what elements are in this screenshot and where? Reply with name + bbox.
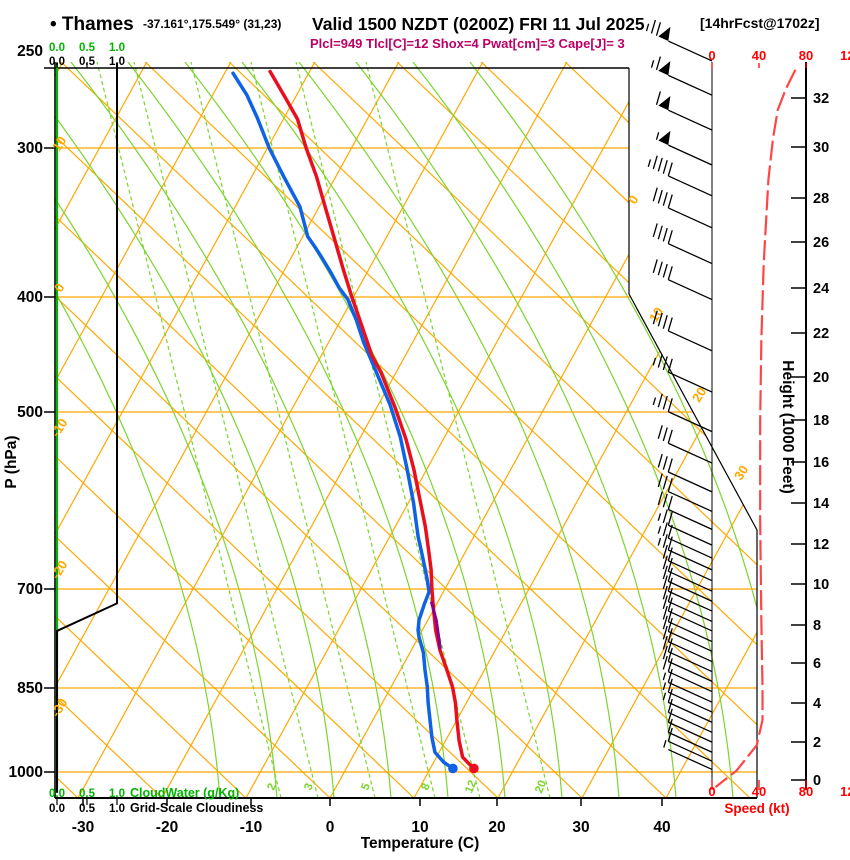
svg-text:-20: -20 xyxy=(156,819,178,836)
svg-text:3: 3 xyxy=(302,782,316,792)
svg-text:20: 20 xyxy=(533,779,549,795)
svg-text:14: 14 xyxy=(813,496,829,512)
svg-text:300: 300 xyxy=(17,140,43,157)
temperature-axis-title: Temperature (C) xyxy=(361,835,480,852)
svg-text:-10: -10 xyxy=(48,416,71,440)
svg-text:40: 40 xyxy=(752,48,766,63)
sounding-indices: Plcl=949 Tlcl[C]=12 Shox=4 Pwat[cm]=3 Ca… xyxy=(310,36,625,51)
cloud-scale-axis: 0.0 0.0 0.0 0.0 0.5 0.5 0.5 0.5 1.0 1.0 1.0 1.0 xyxy=(49,42,125,815)
svg-text:0.5: 0.5 xyxy=(79,56,96,68)
plot-frame xyxy=(54,62,758,799)
station-name: • Thames xyxy=(50,14,134,35)
svg-text:20: 20 xyxy=(488,819,505,836)
svg-text:8: 8 xyxy=(813,618,821,634)
svg-text:1.0: 1.0 xyxy=(109,56,125,68)
svg-text:0: 0 xyxy=(326,819,335,836)
svg-text:-10: -10 xyxy=(240,819,262,836)
station-coordinates: -37.161°,175.549° (31,23) xyxy=(143,17,281,31)
svg-text:1.0: 1.0 xyxy=(109,803,125,815)
svg-text:0.5: 0.5 xyxy=(79,803,96,815)
svg-text:30: 30 xyxy=(731,463,751,483)
svg-text:0.5: 0.5 xyxy=(79,788,96,800)
svg-text:120: 120 xyxy=(840,48,850,63)
cloudwater-axis-title: CloudWater (g/Kg) xyxy=(130,786,239,800)
surface-dewpoint-dot xyxy=(448,763,458,774)
valid-time-title: Valid 1500 NZDT (0200Z) FRI 11 Jul 2025 xyxy=(312,14,645,34)
svg-text:24: 24 xyxy=(813,281,829,297)
svg-text:1000: 1000 xyxy=(9,764,43,781)
cloudiness-axis-title: Grid-Scale Cloudiness xyxy=(130,801,263,815)
svg-text:2: 2 xyxy=(813,735,821,751)
svg-text:18: 18 xyxy=(813,413,829,429)
svg-text:1.0: 1.0 xyxy=(109,42,125,54)
svg-text:30: 30 xyxy=(813,140,829,156)
svg-text:80: 80 xyxy=(799,48,813,63)
svg-text:28: 28 xyxy=(813,191,829,207)
svg-text:1.0: 1.0 xyxy=(109,788,125,800)
svg-text:-20: -20 xyxy=(48,558,71,582)
svg-text:6: 6 xyxy=(813,656,821,672)
mixing-ratio-labels: 2 3 5 8 12 20 xyxy=(265,779,549,795)
svg-text:0: 0 xyxy=(708,48,715,63)
svg-text:-30: -30 xyxy=(48,696,71,720)
background-grid xyxy=(55,62,757,798)
svg-text:10: 10 xyxy=(49,134,69,154)
wind-speed-profile xyxy=(714,69,797,788)
svg-text:80: 80 xyxy=(799,784,813,799)
speed-axis: 0040408080120120 xyxy=(708,48,850,799)
surface-temperature-dot xyxy=(469,763,479,774)
mixing-ratio-lines xyxy=(96,62,551,798)
svg-text:850: 850 xyxy=(17,680,43,697)
svg-text:26: 26 xyxy=(813,235,829,251)
svg-text:0.0: 0.0 xyxy=(49,56,65,68)
svg-text:4: 4 xyxy=(813,696,821,712)
svg-text:0.0: 0.0 xyxy=(49,42,65,54)
temperature-axis: -30 -20 -10 0 10 20 30 40 xyxy=(72,798,671,836)
svg-text:12: 12 xyxy=(463,779,479,795)
svg-text:500: 500 xyxy=(17,404,43,421)
pressure-axis-title: P (hPa) xyxy=(3,435,20,488)
svg-text:5: 5 xyxy=(359,781,373,792)
svg-text:2: 2 xyxy=(265,782,279,792)
svg-text:400: 400 xyxy=(17,289,43,306)
moist-adiabat-lines xyxy=(55,62,757,798)
dewpoint-curve xyxy=(231,71,455,771)
svg-text:16: 16 xyxy=(813,455,829,471)
svg-text:250: 250 xyxy=(17,43,43,60)
height-axis-title: Height (1000 Feet) xyxy=(779,360,796,494)
svg-text:0: 0 xyxy=(51,281,68,295)
wind-barbs xyxy=(645,19,713,771)
parcel-segment xyxy=(430,601,442,650)
svg-text:8: 8 xyxy=(419,781,433,792)
forecast-tag: [14hrFcst@1702z] xyxy=(700,15,819,31)
svg-text:32: 32 xyxy=(813,91,829,107)
svg-text:30: 30 xyxy=(572,819,589,836)
svg-text:0: 0 xyxy=(708,784,715,799)
svg-text:700: 700 xyxy=(17,581,43,598)
svg-text:12: 12 xyxy=(813,537,829,553)
speed-axis-title: Speed (kt) xyxy=(724,801,789,816)
svg-text:40: 40 xyxy=(653,819,670,836)
grid-scale-cloudiness-line xyxy=(56,63,118,793)
svg-text:0.0: 0.0 xyxy=(49,803,65,815)
svg-text:10: 10 xyxy=(813,577,829,593)
svg-text:120: 120 xyxy=(840,784,850,799)
svg-text:20: 20 xyxy=(813,370,829,386)
svg-text:0: 0 xyxy=(625,193,642,207)
svg-text:0: 0 xyxy=(813,773,821,789)
pressure-axis: 250 300 400 500 700 850 1000 xyxy=(9,43,55,781)
svg-text:22: 22 xyxy=(813,326,829,342)
svg-text:-30: -30 xyxy=(72,819,94,836)
svg-text:10: 10 xyxy=(411,819,428,836)
svg-text:20: 20 xyxy=(689,385,709,405)
svg-text:40: 40 xyxy=(752,784,766,799)
svg-text:0.0: 0.0 xyxy=(49,788,65,800)
svg-text:0.5: 0.5 xyxy=(79,42,96,54)
temperature-curve xyxy=(268,69,476,771)
